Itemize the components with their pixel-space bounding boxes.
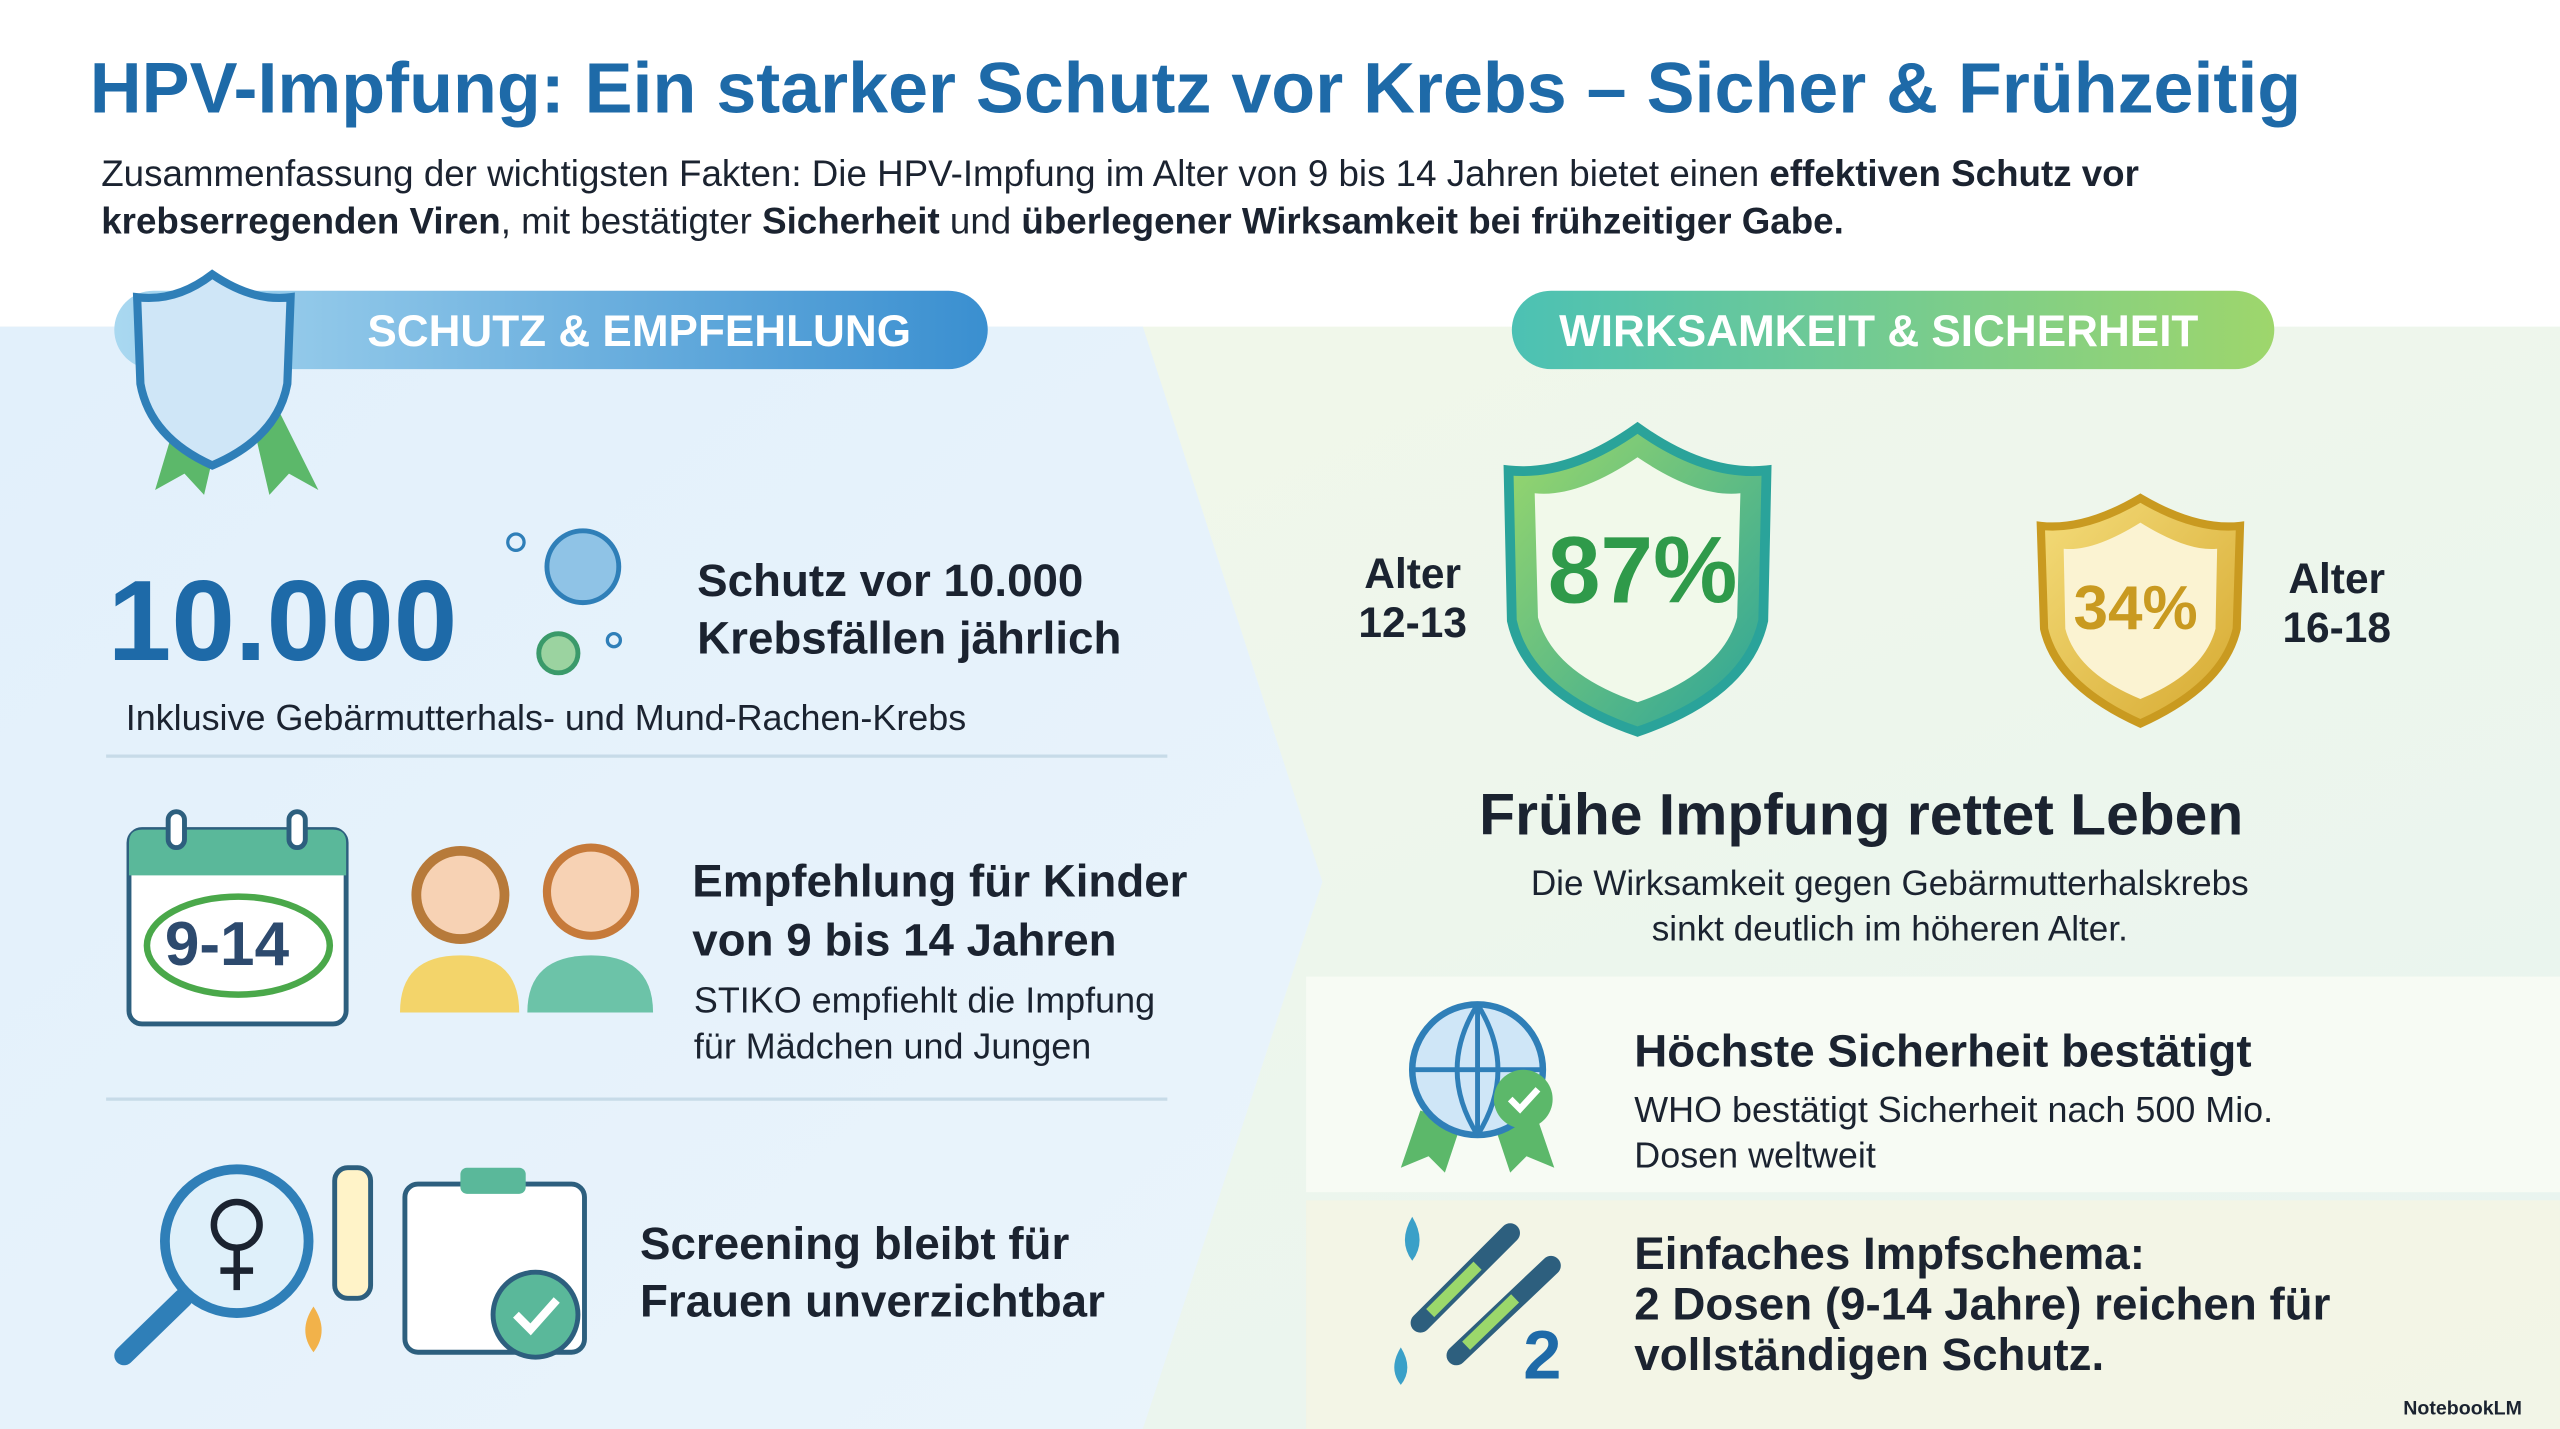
text-line: vollständigen Schutz. bbox=[1634, 1329, 2105, 1381]
headline-text: Die Wirksamkeit gegen Gebärmutterhalskre… bbox=[1437, 861, 2343, 952]
text-line: Frauen unverzichtbar bbox=[639, 1275, 1105, 1327]
text-line: Empfehlung für Kinder bbox=[692, 855, 1188, 907]
text-line: Einfaches Impfschema: bbox=[1634, 1228, 2145, 1279]
text-line: 16-18 bbox=[2282, 602, 2392, 652]
text-line: von 9 bis 14 Jahren bbox=[692, 914, 1117, 966]
dose-number: 2 bbox=[1523, 1316, 1562, 1394]
text-line: Alter bbox=[2288, 553, 2386, 603]
calendar-label: 9-14 bbox=[164, 911, 290, 980]
text-line: STIKO empfiehlt die Impfung bbox=[693, 979, 1156, 1021]
text-line: Schutz vor 10.000 bbox=[697, 555, 1084, 606]
item-title: Screening bleibt für Frauen unverzichtbar bbox=[640, 1215, 1105, 1329]
schedule-title: Einfaches Impfschema: 2 Dosen (9-14 Jahre… bbox=[1634, 1228, 2330, 1380]
headline: Frühe Impfung rettet Leben bbox=[1479, 780, 2244, 848]
text-line: WHO bestätigt Sicherheit nach 500 Mio. bbox=[1634, 1089, 2274, 1131]
summary-bold: Sicherheit bbox=[762, 200, 940, 242]
text-line: Alter bbox=[1364, 548, 1462, 598]
summary-bold: effektiven Schutz vor krebserregenden Vi… bbox=[101, 153, 2139, 242]
summary-text: , mit bestätigter bbox=[500, 200, 763, 242]
big-number: 10.000 bbox=[107, 556, 458, 685]
title: HPV-Impfung: Ein starker Schutz vor Kreb… bbox=[89, 48, 2302, 130]
safety-title: Höchste Sicherheit bestätigt bbox=[1634, 1025, 2252, 1077]
item-text: STIKO empfiehlt die Impfung für Mädchen u… bbox=[694, 978, 1155, 1069]
item-title: Empfehlung für Kinder von 9 bis 14 Jahren bbox=[692, 852, 1187, 970]
safety-text: WHO bestätigt Sicherheit nach 500 Mio. Do… bbox=[1634, 1088, 2273, 1179]
section-heading: SCHUTZ & EMPFEHLUNG bbox=[367, 307, 912, 357]
text-line: Screening bleibt für bbox=[639, 1218, 1070, 1269]
age-label: Alter 12-13 bbox=[1358, 549, 1467, 647]
brand: NotebookLM bbox=[2403, 1396, 2522, 1420]
section-heading: WIRKSAMKEIT & SICHERHEIT bbox=[1559, 307, 2199, 357]
summary: Zusammenfassung der wichtigsten Fakten: … bbox=[101, 150, 2338, 245]
item-title: Schutz vor 10.000 Krebsfällen jährlich bbox=[697, 552, 1121, 666]
summary-text: Zusammenfassung der wichtigsten Fakten: … bbox=[101, 153, 1770, 195]
text-line: 12-13 bbox=[1358, 597, 1467, 647]
age-label: Alter 16-18 bbox=[2282, 554, 2391, 652]
text-line: für Mädchen und Jungen bbox=[693, 1025, 1092, 1067]
text-line: 2 Dosen (9-14 Jahre) reichen für bbox=[1634, 1278, 2331, 1330]
item-text: Inklusive Gebärmutterhals- und Mund-Rach… bbox=[126, 697, 967, 739]
text-line: Die Wirksamkeit gegen Gebärmutterhalskre… bbox=[1530, 863, 2249, 904]
text-line: sinkt deutlich im höheren Alter. bbox=[1651, 909, 2128, 949]
efficacy-value: 87% bbox=[1547, 517, 1738, 624]
efficacy-value: 34% bbox=[2073, 574, 2198, 644]
text-line: Krebsfällen jährlich bbox=[697, 612, 1122, 664]
summary-bold: überlegener Wirksamkeit bei frühzeitiger… bbox=[1021, 200, 1844, 242]
text-line: Dosen weltweit bbox=[1634, 1135, 1876, 1176]
text-line: Inklusive Gebärmutterhals- und Mund-Rach… bbox=[125, 697, 967, 739]
summary-text: und bbox=[939, 200, 1022, 242]
